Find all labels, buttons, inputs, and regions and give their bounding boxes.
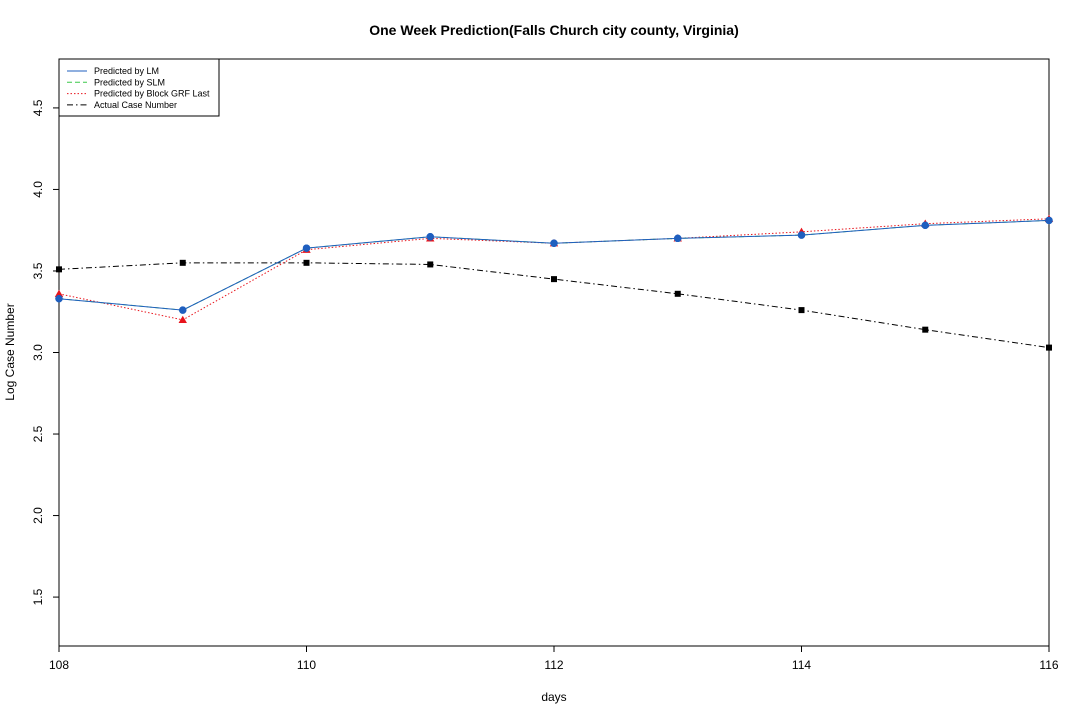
plot-frame: [58, 58, 1050, 647]
series-point: [179, 306, 187, 314]
series-point: [1046, 344, 1052, 351]
x-tick-label: 108: [49, 658, 69, 672]
y-tick-label: 3.5: [31, 262, 45, 279]
series-line: [58, 262, 1050, 349]
series-point: [674, 234, 682, 243]
series-point: [302, 244, 311, 252]
series-line: [58, 219, 1050, 311]
y-axis: 1.5 2.0 2.5 3.0 3.5 4.0 4.5: [31, 99, 59, 605]
legend-label: Actual Case Number: [94, 100, 177, 110]
x-axis-label: days: [541, 690, 566, 704]
series-point: [921, 221, 929, 230]
series-point: [303, 259, 310, 266]
y-tick-label: 2.5: [31, 425, 45, 442]
series-predicted-by-block-grf-last: [54, 214, 1054, 324]
series-point: [426, 233, 434, 241]
series-point: [178, 315, 187, 324]
series-point: [56, 266, 62, 273]
x-tick-label: 114: [792, 658, 811, 672]
series-line: [58, 219, 1050, 311]
x-tick-label: 112: [544, 658, 563, 672]
series-point: [179, 259, 186, 266]
legend-label: Predicted by LM: [94, 66, 159, 76]
series-line: [58, 218, 1050, 321]
series-point: [798, 307, 805, 314]
y-tick-label: 4.5: [31, 99, 45, 116]
y-tick-label: 3.0: [31, 344, 45, 361]
series-layer: [54, 214, 1054, 351]
x-tick-label: 110: [297, 658, 316, 672]
x-axis: 108 110 112 114 116: [49, 646, 1059, 672]
y-tick-label: 1.5: [31, 588, 45, 605]
series-point: [551, 276, 557, 283]
series-point: [674, 290, 681, 297]
y-axis-label: Log Case Number: [3, 303, 17, 400]
series-point: [1045, 216, 1053, 225]
series-point: [427, 261, 434, 268]
series-point: [797, 231, 806, 239]
series-point: [55, 294, 63, 303]
legend-label: Predicted by Block GRF Last: [94, 89, 210, 99]
series-point: [922, 326, 929, 333]
series-predicted-by-lm: [55, 216, 1053, 314]
y-tick-label: 2.0: [31, 507, 45, 524]
legend-box: [58, 58, 220, 117]
legend-label: Predicted by SLM: [94, 77, 165, 87]
series-point: [54, 289, 64, 297]
x-tick-label: 116: [1039, 658, 1058, 672]
series-point: [550, 239, 558, 247]
series-actual-case-number: [56, 259, 1052, 351]
y-tick-label: 4.0: [31, 181, 45, 198]
chart-title: One Week Prediction(Falls Church city co…: [369, 22, 739, 38]
